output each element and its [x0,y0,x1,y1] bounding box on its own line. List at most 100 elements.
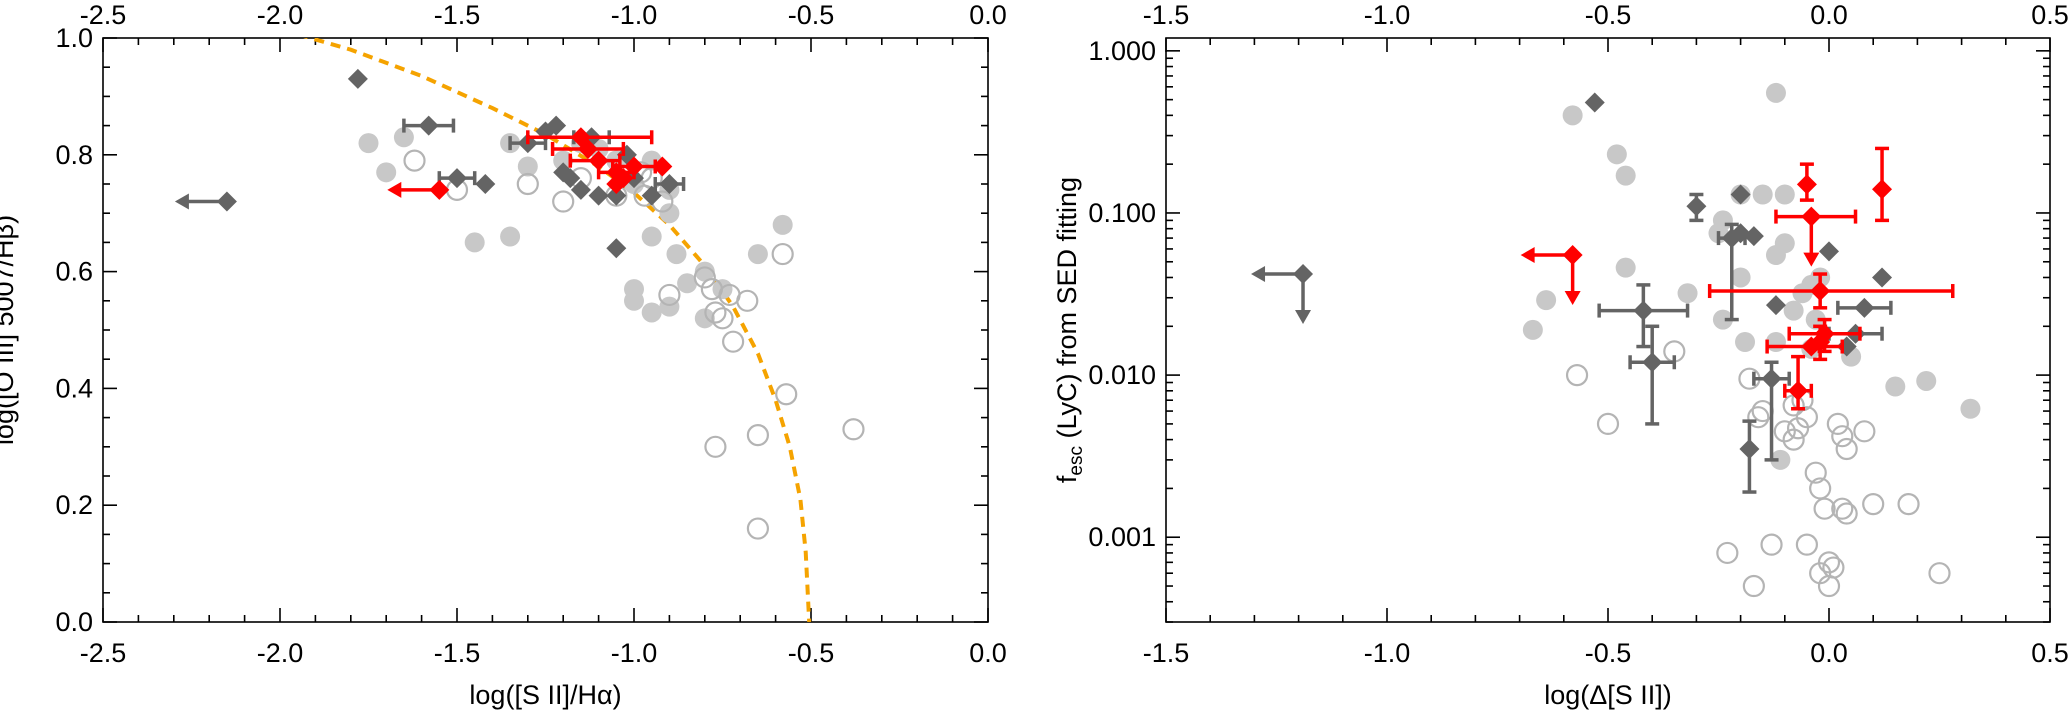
series-open-grey-circles [403,149,865,540]
filled-circle-marker [666,244,687,265]
open-circle-marker [1897,493,1920,516]
open-circle-marker [1804,461,1827,484]
open-circle-marker [1782,428,1805,451]
series-dark-grey-upper-limit [174,191,237,212]
x-tick-label: 0.5 [2031,638,2069,668]
open-circle-marker [1751,399,1774,423]
diamond-marker [216,191,237,212]
diamond-marker [577,138,598,159]
filled-circle-marker [500,226,521,247]
x-axis-label: log(Δ[S II]) [1544,680,1672,710]
x-tick-label-top: -1.0 [1364,0,1411,30]
open-circle-marker [1565,363,1589,387]
filled-circle-marker [1562,105,1583,126]
diamond-marker [560,168,581,189]
diamond-marker [347,68,368,89]
x-tick-label-top: -1.5 [434,0,481,30]
limit-arrow-head [1520,247,1535,264]
x-tick-label-top: -0.5 [1585,0,1632,30]
diamond-marker [641,185,662,206]
limit-arrow-head [1295,310,1312,325]
diamond-marker [447,168,467,189]
filled-circle-marker [1522,319,1543,340]
plot-frame [1165,37,2051,623]
diamond-marker [1721,228,1742,249]
x-tick-label: -2.0 [257,638,304,668]
diamond-marker [1293,264,1314,285]
diamond-marker [1642,352,1663,373]
diamond-marker [1584,92,1605,113]
open-circle-marker [1826,412,1849,436]
y-axis-label: log([O III] 5007/Hβ) [0,215,19,445]
open-circle-marker [658,283,681,307]
filled-circle-marker [1606,144,1627,165]
left-panel: -2.5 -2.5 -2.0 -2.0 -1.5 -1.5 -1.0 -1.0 -0.5 -0.5… [0,0,1007,710]
open-circle-marker [1596,412,1620,436]
open-circle-marker [1831,497,1854,520]
filled-circle-marker [641,302,662,323]
filled-circle-marker [1752,184,1773,205]
filled-circle-marker [694,261,715,282]
diamond-marker [606,185,627,206]
diamond-marker [1872,267,1893,288]
filled-circle-marker [1536,290,1557,311]
open-circle-marker [746,424,770,447]
diamond-marker [1854,297,1875,318]
filled-circle-marker [358,133,379,154]
x-tick-label: -2.5 [80,638,127,668]
y-tick-label: 1.0 [55,23,93,53]
filled-circle-marker [1916,370,1937,391]
diamond-marker [606,238,627,259]
x-tick-label-top: -2.5 [80,0,127,30]
y-tick-label: 1.000 [1088,36,1156,66]
diamond-marker [588,185,609,206]
diamond-marker [1796,174,1817,195]
open-circle-marker [1786,417,1810,440]
diamond-marker [1730,184,1751,205]
limit-arrow-head [1803,252,1820,267]
diamond-marker [1761,368,1782,389]
open-circle-marker [775,383,798,406]
x-tick-label: -0.5 [1585,638,1632,668]
y-tick-label: 0.4 [55,373,93,403]
open-circle-marker [1835,502,1858,525]
x-tick-label-top: -0.5 [788,0,835,30]
diamond-marker [1810,332,1831,353]
filled-circle-marker [517,156,538,177]
diamond-marker [1810,281,1831,302]
open-circle-marker [1760,533,1783,556]
y-tick-label: 0.2 [55,490,93,520]
filled-circle-marker [1677,283,1698,304]
diamond-marker [546,115,567,136]
filled-circle-marker [772,214,793,235]
diamond-marker [1686,196,1707,217]
x-tick-label: -0.5 [788,638,835,668]
diamond-marker [418,115,439,136]
x-tick-label-top: 0.0 [1810,0,1848,30]
filled-circle-marker [1885,376,1906,397]
series-open-grey-circles [1565,340,1951,598]
diamond-marker [1872,179,1893,200]
filled-circle-marker [1615,257,1636,278]
open-circle-marker [771,242,794,266]
diamond-marker [588,150,609,171]
open-circle-marker [704,301,727,324]
y-tick-label: 0.001 [1088,522,1156,552]
demarcation-curve [303,38,812,622]
open-circle-marker [1862,493,1885,516]
filled-circle-marker [376,162,397,183]
x-axis-label: log([S II]/Hα) [469,680,621,710]
filled-circle-marker [747,244,768,265]
diamond-marker [652,156,673,177]
open-circle-marker [1716,541,1739,565]
filled-circle-marker [393,127,414,148]
diamond-marker [570,179,591,200]
x-tick-label: -1.5 [434,638,481,668]
filled-circle-marker [659,203,680,224]
open-circle-marker [1817,574,1841,598]
open-circle-marker [1831,425,1854,448]
x-tick-label-top: -2.0 [257,0,304,30]
diamond-marker [1788,380,1809,401]
open-circle-marker [1928,562,1951,585]
